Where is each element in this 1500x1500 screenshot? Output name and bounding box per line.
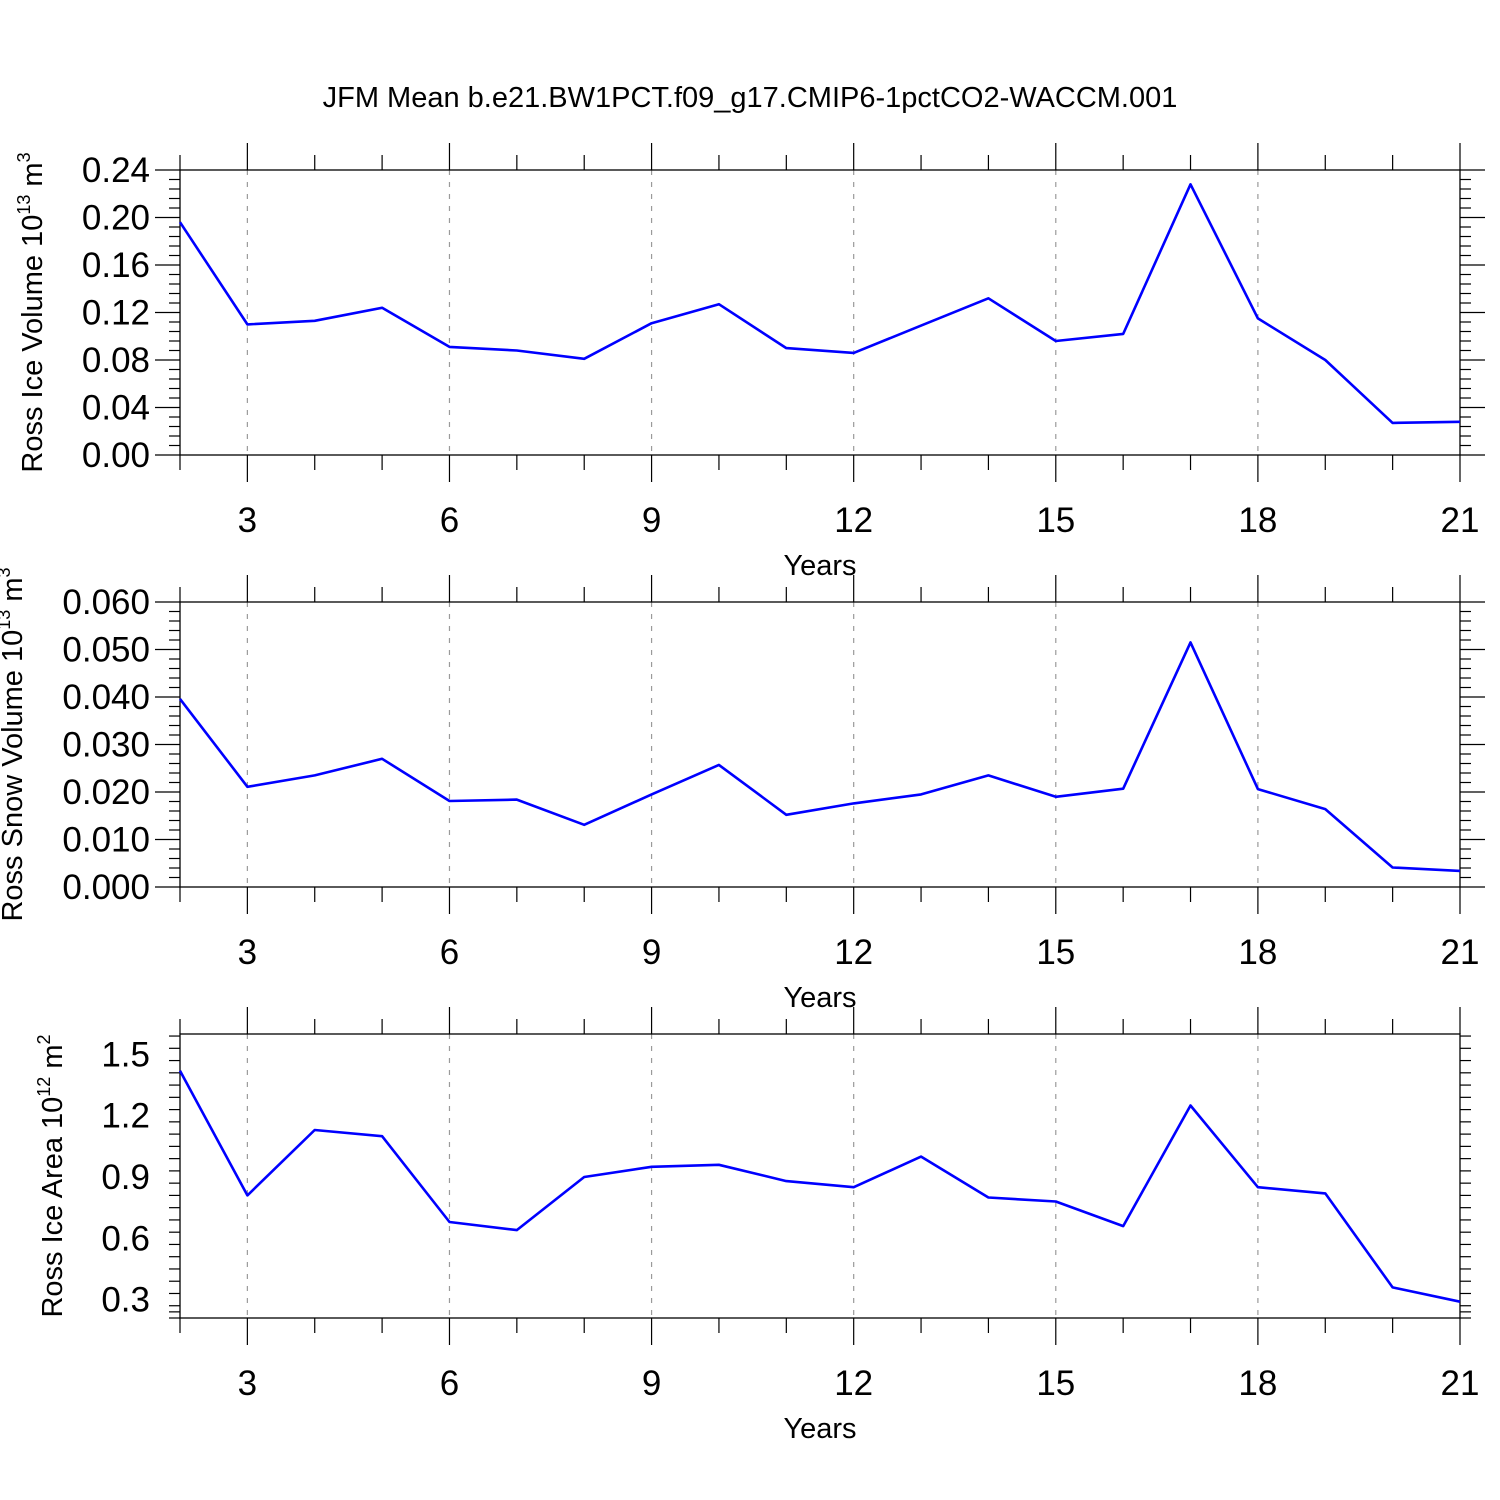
series-line bbox=[178, 183, 1461, 425]
x-tick-label: 18 bbox=[1238, 933, 1277, 972]
x-tick-label: 9 bbox=[642, 1364, 661, 1403]
x-tick-label: 18 bbox=[1238, 501, 1277, 540]
x-tick-label: 3 bbox=[238, 1364, 257, 1403]
y-tick-label: 0.08 bbox=[82, 341, 150, 380]
x-tick-label: 12 bbox=[834, 1364, 873, 1403]
x-tick-label: 15 bbox=[1036, 1364, 1075, 1403]
x-tick-label: 9 bbox=[642, 933, 661, 972]
y-tick-label: 0.04 bbox=[82, 389, 150, 428]
y-tick-label: 0.20 bbox=[82, 199, 150, 238]
x-tick-label: 3 bbox=[238, 933, 257, 972]
x-tick-label: 12 bbox=[834, 933, 873, 972]
y-tick-label: 0.000 bbox=[62, 868, 150, 907]
x-tick-label: 21 bbox=[1441, 501, 1480, 540]
y-tick-label: 0.16 bbox=[82, 246, 150, 285]
series-line bbox=[178, 641, 1461, 873]
x-tick-label: 9 bbox=[642, 501, 661, 540]
y-tick-label: 0.24 bbox=[82, 151, 150, 190]
series-line bbox=[178, 1070, 1461, 1303]
y-tick-label: 0.6 bbox=[101, 1219, 150, 1258]
panel-ice-volume: 3 6 9 12 15 18 21 0.00 0.04 0.08 0.12 0.16 0.20 0.24 Y… bbox=[14, 143, 1485, 582]
x-tick-label: 21 bbox=[1441, 933, 1480, 972]
y-tick-label: 0.00 bbox=[82, 436, 150, 475]
y-tick-label: 0.020 bbox=[62, 773, 150, 812]
x-axis-label: Years bbox=[783, 550, 856, 582]
x-axis-label: Years bbox=[783, 1413, 856, 1445]
x-tick-label: 15 bbox=[1036, 501, 1075, 540]
x-tick-label: 21 bbox=[1441, 1364, 1480, 1403]
x-tick-label: 12 bbox=[834, 501, 873, 540]
panel-snow-volume: 3 6 9 12 15 18 21 0.000 0.010 0.020 0.030 0.040 0.05… bbox=[0, 567, 1485, 1014]
y-tick-label: 0.12 bbox=[82, 294, 150, 333]
y-tick-label: 0.060 bbox=[62, 583, 150, 622]
y-tick-label: 0.040 bbox=[62, 678, 150, 717]
y-tick-label: 1.5 bbox=[101, 1035, 150, 1074]
panel-ice-area: 3 6 9 12 15 18 21 0.3 0.6 0.9 1.2 1.5 Years Ross Ice … bbox=[34, 1007, 1479, 1445]
y-tick-label: 1.2 bbox=[101, 1097, 150, 1136]
y-axis-label: Ross Ice Volume 1013 m3 bbox=[14, 152, 49, 472]
x-tick-label: 6 bbox=[440, 1364, 459, 1403]
y-tick-label: 0.030 bbox=[62, 726, 150, 765]
plot-frame bbox=[179, 1033, 1461, 1319]
x-tick-label: 3 bbox=[238, 501, 257, 540]
x-tick-label: 15 bbox=[1036, 933, 1075, 972]
plot-frame bbox=[179, 169, 1461, 456]
x-tick-label: 6 bbox=[440, 501, 459, 540]
y-axis-label: Ross Snow Volume 1013 m3 bbox=[0, 567, 29, 921]
plot-frame bbox=[179, 601, 1461, 888]
x-tick-label: 6 bbox=[440, 933, 459, 972]
y-tick-label: 0.010 bbox=[62, 821, 150, 860]
y-tick-label: 0.050 bbox=[62, 631, 150, 670]
x-tick-label: 18 bbox=[1238, 1364, 1277, 1403]
main-title: JFM Mean b.e21.BW1PCT.f09_g17.CMIP6-1pct… bbox=[323, 82, 1178, 114]
y-tick-label: 0.3 bbox=[101, 1281, 150, 1320]
y-tick-label: 0.9 bbox=[101, 1158, 150, 1197]
y-axis-label: Ross Ice Area 1012 m2 bbox=[34, 1034, 69, 1317]
x-axis-label: Years bbox=[783, 982, 856, 1014]
